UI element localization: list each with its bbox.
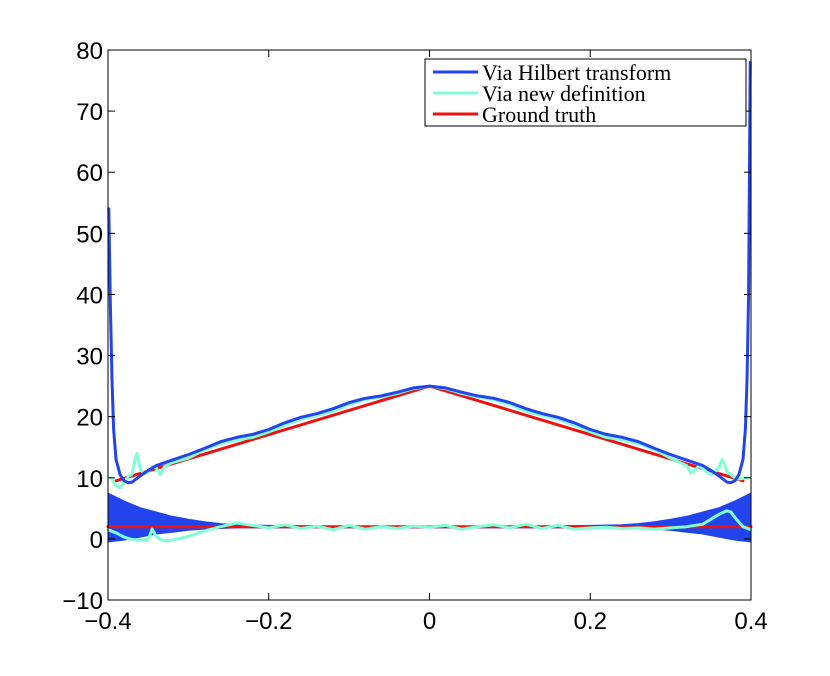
y-tick-label: 0 (90, 527, 103, 554)
legend-box (424, 58, 747, 127)
plot-frame (107, 49, 752, 601)
y-tick-label: 10 (76, 466, 103, 493)
x-tick-label: 0 (423, 608, 436, 635)
y-tick-label: 50 (76, 221, 103, 248)
hilbert-upper-line (107, 60, 752, 485)
y-tick-label: 70 (76, 99, 103, 126)
x-tick-label: 0.4 (734, 608, 767, 635)
axis-layer: −0.4 −0.2 0 0.2 0.4 −10 0 10 20 30 40 50 60 70 80 (62, 38, 767, 635)
new-definition-lower-line (106, 509, 753, 543)
y-tick-label: 30 (76, 344, 103, 371)
legend-label-ground-truth: Ground truth (482, 102, 596, 127)
y-tick-label: 40 (76, 282, 103, 309)
x-tick-label: 0.2 (574, 608, 607, 635)
x-tick-label: −0.4 (84, 608, 131, 635)
y-tick-label: 20 (76, 405, 103, 432)
y-tick-label: 80 (76, 38, 103, 65)
y-tick-label: −10 (62, 588, 103, 615)
legend-label-new-definition: Via new definition (482, 81, 646, 106)
plot-area (108, 50, 751, 600)
legend: Via Hilbert transform Via new definition… (424, 58, 747, 127)
y-tick-label: 60 (76, 160, 103, 187)
legend-label-hilbert: Via Hilbert transform (482, 60, 671, 85)
series-layer (106, 60, 753, 543)
x-tick-label: −0.2 (245, 608, 292, 635)
